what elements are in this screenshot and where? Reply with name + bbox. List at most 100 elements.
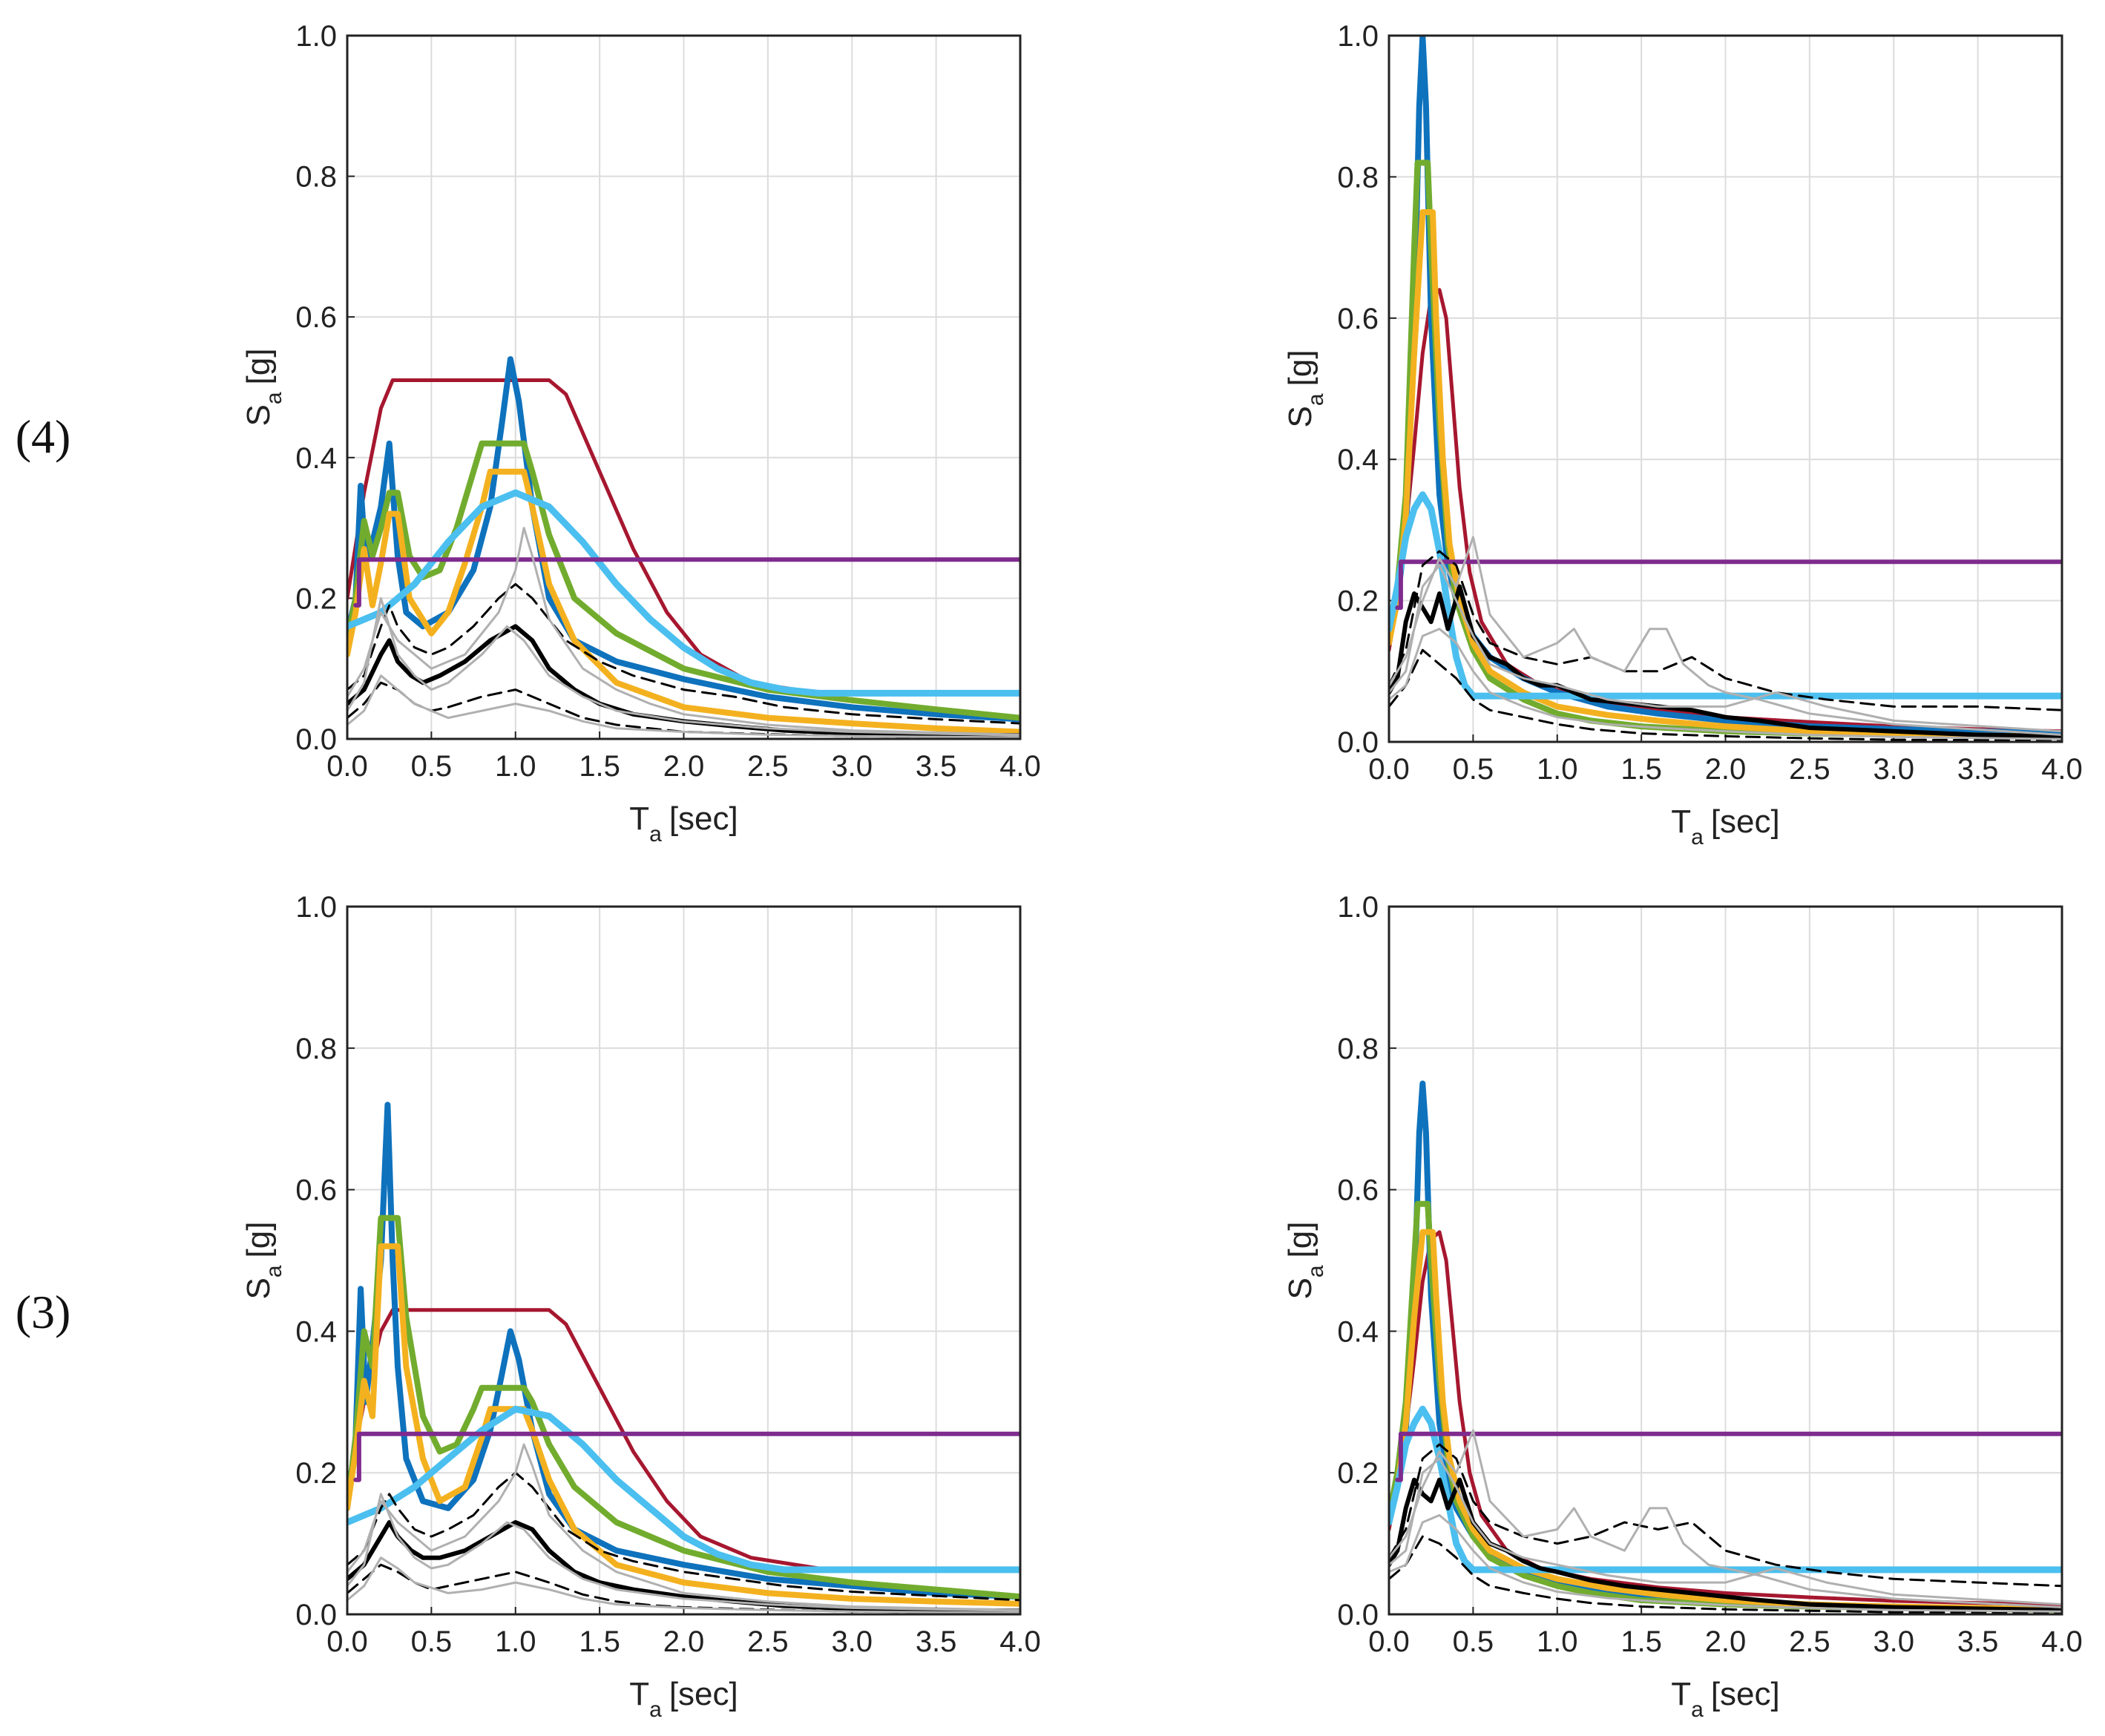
- axes-frame: [346, 905, 1022, 1616]
- y-axis-unit: [g]: [1282, 1222, 1319, 1258]
- y-axis-unit: [g]: [1282, 350, 1319, 387]
- x-axis-subscript: a: [649, 1697, 662, 1722]
- y-tick-label: 0.0: [295, 723, 337, 756]
- y-tick-label: 1.0: [295, 20, 337, 53]
- y-tick-label: 0.8: [1337, 161, 1379, 194]
- x-tick-label: 4.0: [2041, 753, 2083, 786]
- x-tick-label: 4.0: [2041, 1625, 2083, 1658]
- x-tick-label: 3.5: [916, 750, 957, 783]
- x-axis-subscript: a: [1691, 825, 1704, 849]
- chart-panel-row3-right: 0.0 0.5 1.0 1.5 2.0 2.5 3.0 3.5 4.0 0.0 0.2 0.4 0.6 0…: [1282, 891, 2083, 1722]
- y-tick-label: 0.8: [1337, 1033, 1379, 1065]
- x-tick-label: 2.0: [1705, 753, 1747, 786]
- series-red-code-spectrum: [347, 1308, 821, 1571]
- chart-panel-row4-right: 0.0 0.5 1.0 1.5 2.0 2.5 3.0 3.5 4.0 0.0 0.2 0.4 0.6 0…: [1282, 20, 2083, 849]
- x-tick-label: 1.5: [1620, 753, 1662, 786]
- series-black-dashed-lower: [1389, 648, 2062, 742]
- series-light-blue-spectrum: [1389, 491, 2062, 700]
- y-axis-subscript: a: [1304, 1265, 1328, 1278]
- series-orange-spectrum: [347, 1243, 1020, 1607]
- series-purple-threshold: [353, 557, 1020, 608]
- x-tick-label: 0.5: [1453, 753, 1494, 786]
- axes-frame: [1388, 905, 2063, 1616]
- x-axis-unit: [sec]: [1711, 803, 1780, 840]
- series-gray-record-3: [1389, 1513, 2062, 1613]
- x-axis-subscript: a: [1691, 1697, 1704, 1722]
- y-tick-label: 0.2: [1337, 1457, 1379, 1490]
- x-axis-label: Ta [sec]: [1671, 1676, 1780, 1722]
- x-tick-label: 2.5: [747, 750, 789, 783]
- y-axis-symbol: S: [240, 404, 277, 426]
- x-axis-label: Ta [sec]: [1671, 803, 1780, 849]
- series-black-dashed-upper: [1389, 1443, 2062, 1588]
- y-axis-subscript: a: [262, 392, 286, 404]
- x-tick-label: 3.5: [1957, 1625, 1999, 1658]
- y-axis-symbol: S: [1282, 406, 1319, 427]
- y-tick-label: 1.0: [295, 891, 337, 924]
- y-tick-label: 0.2: [1337, 585, 1379, 618]
- series-gray-record-3: [347, 1556, 1020, 1614]
- series-gray-record-1: [1389, 1429, 2062, 1608]
- series-purple-threshold: [1395, 1431, 2062, 1482]
- axes-frame: [1388, 34, 2063, 743]
- series-gray-record-1: [347, 1443, 1020, 1611]
- series-red-code-spectrum: [1389, 1230, 2062, 1608]
- x-axis-label: Ta [sec]: [629, 1676, 738, 1722]
- x-axis-unit: [sec]: [1711, 1676, 1780, 1712]
- y-tick-label: 0.6: [295, 1174, 337, 1207]
- series-group: [1389, 1080, 2062, 1614]
- series-black-dashed-lower: [1389, 1535, 2062, 1614]
- x-tick-label: 0.0: [1368, 1625, 1410, 1658]
- x-tick-label: 2.5: [1789, 1625, 1830, 1658]
- y-tick-label: 0.0: [1337, 1599, 1379, 1631]
- x-tick-label: 3.0: [831, 750, 873, 783]
- y-axis-subscript: a: [262, 1265, 286, 1278]
- x-tick-label: 0.5: [411, 750, 453, 783]
- series-gray-record-2: [347, 596, 1020, 737]
- series-light-blue-spectrum: [347, 1405, 1020, 1574]
- y-tick-label: 1.0: [1337, 891, 1379, 924]
- series-red-code-spectrum: [1389, 288, 2062, 734]
- x-axis-unit: [sec]: [669, 800, 738, 837]
- series-group: [347, 356, 1020, 739]
- y-tick-label: 0.0: [1337, 726, 1379, 759]
- y-tick-label: 0.8: [295, 1033, 337, 1065]
- x-tick-label: 3.5: [1957, 753, 1999, 786]
- x-tick-label: 2.0: [663, 750, 705, 783]
- series-purple-threshold: [353, 1431, 1020, 1482]
- y-tick-label: 0.8: [295, 161, 337, 194]
- x-tick-label: 4.0: [999, 1625, 1041, 1658]
- axes-frame: [346, 34, 1022, 740]
- y-tick-label: 0.4: [295, 442, 337, 475]
- y-tick-label: 0.6: [1337, 1174, 1379, 1207]
- series-black-mean: [1389, 1477, 2062, 1613]
- x-axis-symbol: T: [1671, 1676, 1691, 1712]
- series-orange-spectrum: [1389, 209, 2062, 740]
- x-tick-label: 3.0: [831, 1625, 873, 1658]
- series-group: [1389, 36, 2062, 742]
- x-tick-label: 2.5: [747, 1625, 789, 1658]
- x-axis-subscript: a: [649, 822, 662, 846]
- y-axis-subscript: a: [1304, 393, 1328, 406]
- x-tick-label: 0.0: [1368, 753, 1410, 786]
- series-gray-record-3: [1389, 628, 2062, 740]
- x-tick-label: 1.5: [579, 750, 620, 783]
- x-tick-label: 0.5: [411, 1625, 453, 1658]
- x-axis-unit: [sec]: [669, 1676, 738, 1712]
- series-purple-threshold: [1395, 559, 2062, 611]
- x-axis-symbol: T: [1671, 803, 1691, 840]
- x-tick-label: 2.5: [1789, 753, 1830, 786]
- y-axis-label: Sa [g]: [1282, 1222, 1328, 1300]
- chart-panel-row4-left: 0.0 0.5 1.0 1.5 2.0 2.5 3.0 3.5 4.0 0.0 0.2 0.4 0.6 0…: [240, 20, 1041, 846]
- x-tick-label: 0.0: [326, 1625, 368, 1658]
- x-tick-label: 2.0: [1705, 1625, 1747, 1658]
- y-tick-label: 0.4: [1337, 1315, 1379, 1348]
- x-tick-label: 2.0: [663, 1625, 705, 1658]
- y-tick-label: 0.2: [295, 582, 337, 615]
- y-tick-label: 0.2: [295, 1457, 337, 1490]
- row-label-4: (4): [16, 410, 71, 463]
- x-axis-symbol: T: [629, 1676, 649, 1712]
- x-tick-label: 1.5: [579, 1625, 620, 1658]
- y-axis-label: Sa [g]: [240, 1222, 286, 1300]
